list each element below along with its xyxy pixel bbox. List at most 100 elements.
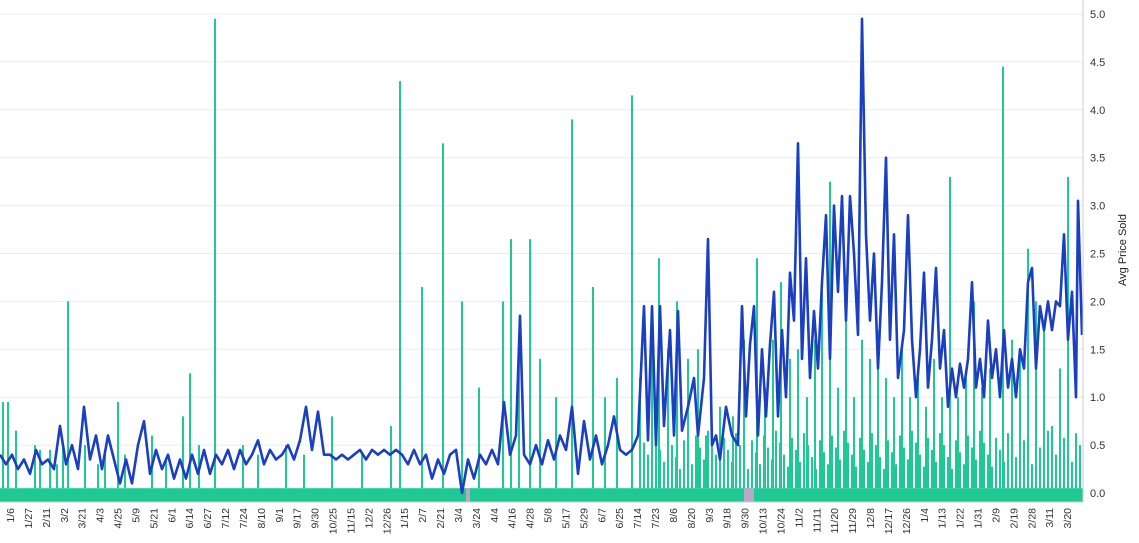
x-tick-label: 2/7: [417, 508, 429, 523]
bar: [687, 358, 689, 489]
bar: [799, 461, 801, 489]
bar: [893, 397, 895, 489]
bar: [861, 339, 863, 489]
bar: [925, 406, 927, 489]
bar: [855, 466, 857, 489]
bar: [743, 339, 745, 489]
bar: [751, 440, 753, 489]
bar: [735, 433, 737, 489]
bar: [705, 435, 707, 489]
bar: [683, 440, 685, 489]
bar: [875, 445, 877, 489]
x-tick-label: 3/21: [77, 508, 89, 529]
bar: [963, 464, 965, 489]
x-tick-label: 5/8: [543, 508, 555, 523]
bar: [539, 358, 541, 489]
bar: [723, 437, 725, 489]
bar: [807, 445, 809, 489]
bar: [927, 437, 929, 489]
bar: [189, 373, 191, 489]
bar: [56, 464, 58, 489]
bar: [1035, 301, 1037, 489]
x-tick-label: 4/28: [525, 508, 537, 529]
bar: [806, 397, 808, 489]
x-tick-label: 3/4: [453, 508, 465, 523]
bar: [679, 469, 681, 489]
bar: [779, 442, 781, 489]
bar-baseline: [0, 488, 1083, 502]
bar: [891, 452, 893, 489]
bar: [819, 440, 821, 489]
x-tick-label: 3/2: [59, 508, 71, 523]
y-axis-label: Avg Price Sold: [1117, 214, 1129, 286]
x-tick-label: 9/18: [722, 508, 734, 529]
bar: [676, 301, 678, 489]
bar: [839, 459, 841, 489]
bar: [67, 301, 69, 489]
bar: [124, 454, 126, 489]
x-tick-label: 9/30: [740, 508, 752, 529]
bar: [823, 452, 825, 489]
bar: [214, 18, 216, 489]
x-tick-label: 6/7: [596, 508, 608, 523]
bar: [461, 301, 463, 489]
y-axis: 0.0 0.5 1.0 1.5 2.0 2.5 3.0 3.5 4.0 4.5 5.0: [0, 0, 1105, 503]
x-tick-label: 3/20: [1062, 508, 1074, 529]
bar: [643, 442, 645, 489]
bar: [867, 461, 869, 489]
bar-muted: [744, 488, 754, 502]
x-tick-label: 7/12: [220, 508, 232, 529]
x-tick-label: 7/23: [650, 508, 662, 529]
x-tick-label: 6/14: [184, 508, 196, 529]
x-tick-label: 4/3: [95, 508, 107, 523]
bar: [909, 397, 911, 489]
line-series: [0, 17, 1084, 495]
x-tick-label: 11/2: [793, 508, 805, 528]
x-tick-label: 1/4: [919, 508, 931, 523]
bar: [1003, 461, 1005, 489]
x-tick-label: 12/26: [901, 508, 913, 534]
bar: [671, 445, 673, 489]
bar: [943, 445, 945, 489]
bar: [989, 368, 991, 489]
bar: [707, 430, 709, 489]
x-tick-label: 10/24: [775, 508, 787, 534]
bar: [631, 95, 633, 489]
bar: [1063, 437, 1065, 489]
bar: [871, 433, 873, 489]
bar: [719, 406, 721, 489]
bar: [941, 397, 943, 489]
x-tick-label: 6/1: [166, 508, 178, 523]
x-tick-label: 7/14: [632, 508, 644, 529]
bar: [803, 433, 805, 489]
bar: [1015, 457, 1017, 489]
bar: [399, 81, 401, 489]
bar: [827, 464, 829, 489]
bar: [949, 176, 951, 489]
x-tick-label: 3/11: [1044, 508, 1056, 528]
bar: [843, 430, 845, 489]
bar: [837, 387, 839, 489]
bar: [903, 447, 905, 489]
bar: [771, 459, 773, 489]
bar: [732, 416, 734, 489]
bar: [1007, 433, 1009, 489]
bar: [1059, 368, 1061, 489]
x-tick-label: 1/6: [5, 508, 17, 523]
bar: [182, 416, 184, 489]
bar: [667, 349, 669, 489]
bar: [691, 464, 693, 489]
y-tick-label: 3.0: [1090, 201, 1105, 213]
bar: [877, 330, 879, 489]
bar: [703, 459, 705, 489]
x-tick-label: 9/1: [274, 508, 286, 523]
x-tick-label: 12/17: [883, 508, 895, 534]
bar: [655, 437, 657, 489]
bar: [1027, 248, 1029, 489]
bar: [421, 287, 423, 489]
bar: [967, 435, 969, 489]
bar: [518, 349, 520, 489]
x-axis: 1/6 1/27 2/11 3/2 3/21 4/3 4/25 5/9 5/21 6/1 6/14 6…: [5, 508, 1074, 534]
bar: [795, 449, 797, 489]
